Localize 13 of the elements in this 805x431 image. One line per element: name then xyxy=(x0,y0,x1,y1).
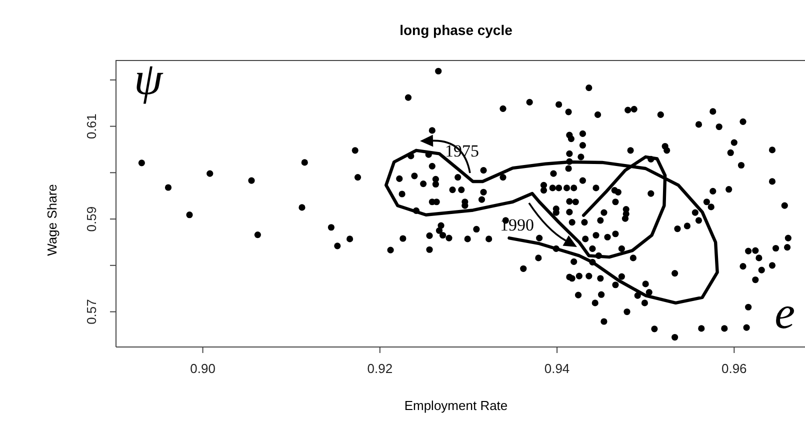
x-tick-label: 0.96 xyxy=(721,361,747,376)
annotation: 1990 xyxy=(500,216,534,234)
y-tick-label: 0.59 xyxy=(84,206,99,232)
x-tick-label: 0.92 xyxy=(367,361,393,376)
y-tick-label: 0.57 xyxy=(84,299,99,324)
annotation: e xyxy=(774,287,795,338)
x-axis-title: Employment Rate xyxy=(403,398,509,413)
chart-title: long phase cycle xyxy=(398,22,514,38)
x-tick-label: 0.90 xyxy=(190,361,216,376)
y-axis-title: Wage Share xyxy=(44,184,60,256)
x-tick-label: 0.94 xyxy=(544,361,570,376)
y-tick-label: 0.61 xyxy=(84,114,99,139)
annotation: ψ xyxy=(134,53,163,104)
